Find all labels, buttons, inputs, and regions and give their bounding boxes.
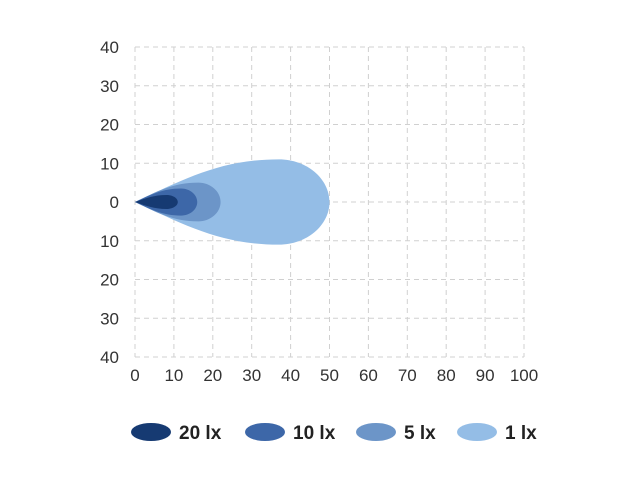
beam-area-20lx bbox=[135, 195, 178, 209]
legend-label: 5 lx bbox=[404, 423, 436, 444]
y-tick-label: 30 bbox=[100, 77, 119, 96]
beam-area-1lx bbox=[135, 159, 330, 245]
y-tick-label: 0 bbox=[110, 193, 119, 212]
x-tick-label: 70 bbox=[398, 366, 417, 385]
y-tick-label: 40 bbox=[100, 38, 119, 57]
beam-areas bbox=[135, 159, 330, 245]
y-tick-label: 40 bbox=[100, 348, 119, 367]
x-tick-label: 50 bbox=[320, 366, 339, 385]
y-tick-label: 10 bbox=[100, 232, 119, 251]
x-tick-label: 20 bbox=[203, 366, 222, 385]
legend-swatch-20lx bbox=[131, 423, 171, 441]
x-tick-label: 0 bbox=[130, 366, 139, 385]
x-tick-label: 60 bbox=[359, 366, 378, 385]
legend-swatch-1lx bbox=[457, 423, 497, 441]
legend-label: 1 lx bbox=[505, 423, 537, 444]
y-tick-label: 20 bbox=[100, 271, 119, 290]
y-tick-label: 30 bbox=[100, 309, 119, 328]
x-tick-label: 30 bbox=[242, 366, 261, 385]
y-tick-label: 10 bbox=[100, 154, 119, 173]
legend-label: 20 lx bbox=[179, 423, 222, 444]
x-tick-label: 40 bbox=[281, 366, 300, 385]
x-tick-label: 10 bbox=[164, 366, 183, 385]
x-axis-ticks: 0 10 20 30 40 50 60 70 80 90 100 bbox=[130, 366, 538, 385]
legend: 20 lx 10 lx 5 lx 1 lx bbox=[131, 423, 537, 444]
x-tick-label: 90 bbox=[476, 366, 495, 385]
y-axis-ticks: 40 30 20 10 0 10 20 30 40 bbox=[100, 38, 119, 367]
x-tick-label: 100 bbox=[510, 366, 538, 385]
legend-label: 10 lx bbox=[293, 423, 336, 444]
legend-swatch-5lx bbox=[356, 423, 396, 441]
x-tick-label: 80 bbox=[437, 366, 456, 385]
legend-swatch-10lx bbox=[245, 423, 285, 441]
y-tick-label: 20 bbox=[100, 116, 119, 135]
